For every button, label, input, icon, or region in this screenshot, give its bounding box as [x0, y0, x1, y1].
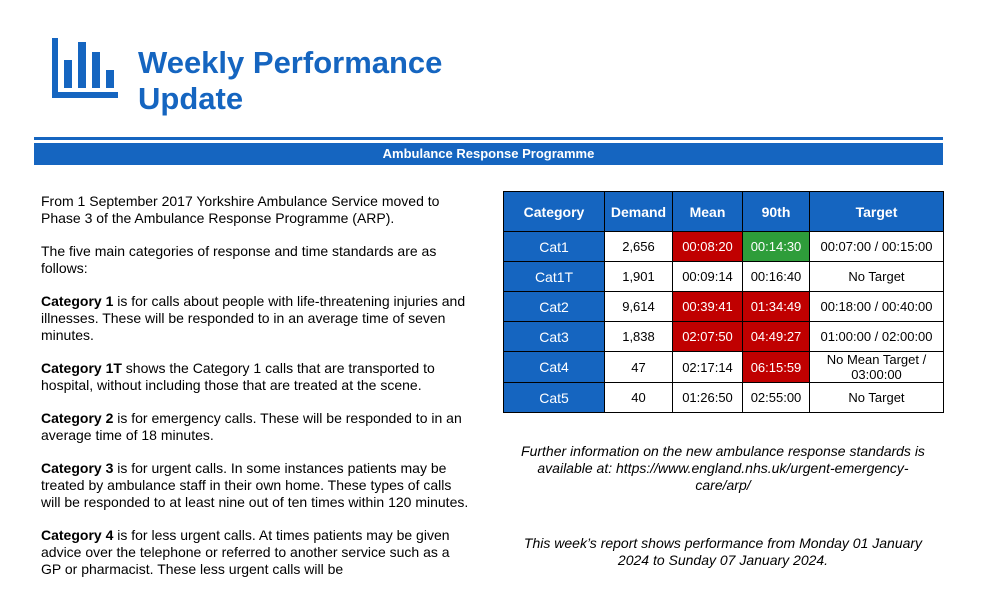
- intro-text: From 1 September 2017 Yorkshire Ambulanc…: [41, 193, 471, 594]
- table-header-row: Category Demand Mean 90th Target: [503, 191, 944, 232]
- category-name: Category 1: [41, 293, 114, 309]
- p90-cell: 06:15:59: [742, 351, 810, 383]
- mean-cell: 00:08:20: [672, 231, 743, 262]
- table-row: Cat3 1,838 02:07:50 04:49:27 01:00:00 / …: [503, 321, 944, 352]
- p90-cell: 00:14:30: [742, 231, 810, 262]
- demand-cell: 9,614: [604, 291, 673, 322]
- report-period-line: This week’s report shows performance fro…: [523, 535, 923, 551]
- target-text: 00:18:00 / 00:40:00: [820, 299, 933, 314]
- bar-chart-icon: [52, 38, 118, 98]
- mean-cell: 00:09:14: [672, 261, 743, 292]
- demand-cell: 47: [604, 351, 673, 383]
- target-text-line2: 03:00:00: [851, 367, 902, 382]
- target-cell: No Mean Target /03:00:00: [809, 351, 944, 383]
- category-text: shows the Category 1 calls that are tran…: [41, 360, 435, 393]
- intro-paragraph: The five main categories of response and…: [41, 243, 437, 276]
- further-info-line: Further information on the new ambulance…: [521, 443, 925, 459]
- intro-paragraph: From 1 September 2017 Yorkshire Ambulanc…: [41, 193, 440, 226]
- category-cell: Cat2: [503, 291, 605, 322]
- mean-cell: 01:26:50: [672, 382, 743, 413]
- category-description: Category 4 is for less urgent calls. At …: [41, 527, 471, 578]
- demand-cell: 2,656: [604, 231, 673, 262]
- target-cell: No Target: [809, 382, 944, 413]
- target-cell: 00:18:00 / 00:40:00: [809, 291, 944, 322]
- category-cell: Cat5: [503, 382, 605, 413]
- category-text: is for less urgent calls. At times patie…: [41, 527, 450, 577]
- p90-cell: 01:34:49: [742, 291, 810, 322]
- page-title: Weekly Performance Update: [138, 45, 442, 117]
- page-title-line1: Weekly Performance: [138, 45, 443, 80]
- p90-cell: 00:16:40: [742, 261, 810, 292]
- further-information: Further information on the new ambulance…: [503, 443, 943, 494]
- further-info-line: care/arp/: [695, 477, 751, 493]
- mean-cell: 02:07:50: [672, 321, 743, 352]
- table-row: Cat5 40 01:26:50 02:55:00 No Target: [503, 382, 944, 413]
- table-row: Cat1 2,656 00:08:20 00:14:30 00:07:00 / …: [503, 231, 944, 262]
- column-header-target: Target: [809, 191, 944, 232]
- category-cell: Cat1T: [503, 261, 605, 292]
- mean-cell: 02:17:14: [672, 351, 743, 383]
- table-row: Cat2 9,614 00:39:41 01:34:49 00:18:00 / …: [503, 291, 944, 322]
- target-cell: No Target: [809, 261, 944, 292]
- category-name: Category 3: [41, 460, 114, 476]
- target-text: No Target: [848, 390, 905, 405]
- target-text: 00:07:00 / 00:15:00: [820, 239, 933, 254]
- column-header-90th: 90th: [742, 191, 810, 232]
- demand-cell: 40: [604, 382, 673, 413]
- column-header-demand: Demand: [604, 191, 673, 232]
- category-description: Category 2 is for emergency calls. These…: [41, 410, 471, 444]
- demand-cell: 1,901: [604, 261, 673, 292]
- target-text: 01:00:00 / 02:00:00: [820, 329, 933, 344]
- section-banner: Ambulance Response Programme: [34, 143, 943, 165]
- target-cell: 01:00:00 / 02:00:00: [809, 321, 944, 352]
- performance-table: Category Demand Mean 90th Target Cat1 2,…: [503, 191, 944, 413]
- category-cell: Cat3: [503, 321, 605, 352]
- column-header-category: Category: [503, 191, 605, 232]
- further-info-line: available at: https://www.england.nhs.uk…: [537, 460, 909, 476]
- category-name: Category 4: [41, 527, 114, 543]
- p90-cell: 04:49:27: [742, 321, 810, 352]
- category-cell: Cat4: [503, 351, 605, 383]
- table-row: Cat1T 1,901 00:09:14 00:16:40 No Target: [503, 261, 944, 292]
- target-text: No Mean Target /: [826, 352, 927, 367]
- category-text: is for urgent calls. In some instances p…: [41, 460, 469, 510]
- category-description: Category 1 is for calls about people wit…: [41, 293, 471, 344]
- p90-cell: 02:55:00: [742, 382, 810, 413]
- table-row: Cat4 47 02:17:14 06:15:59 No Mean Target…: [503, 351, 944, 383]
- category-cell: Cat1: [503, 231, 605, 262]
- report-period: This week’s report shows performance fro…: [503, 535, 943, 569]
- category-description: Category 3 is for urgent calls. In some …: [41, 460, 471, 511]
- category-name: Category 2: [41, 410, 114, 426]
- page-title-line2: Update: [138, 81, 244, 116]
- category-text: is for calls about people with life-thre…: [41, 293, 466, 343]
- demand-cell: 1,838: [604, 321, 673, 352]
- target-cell: 00:07:00 / 00:15:00: [809, 231, 944, 262]
- mean-cell: 00:39:41: [672, 291, 743, 322]
- header-divider: [34, 137, 943, 140]
- column-header-mean: Mean: [672, 191, 743, 232]
- category-text: is for emergency calls. These will be re…: [41, 410, 462, 443]
- category-name: Category 1T: [41, 360, 122, 376]
- target-text: No Target: [848, 269, 905, 284]
- category-description: Category 1T shows the Category 1 calls t…: [41, 360, 471, 394]
- report-period-line: 2024 to Sunday 07 January 2024.: [617, 552, 829, 568]
